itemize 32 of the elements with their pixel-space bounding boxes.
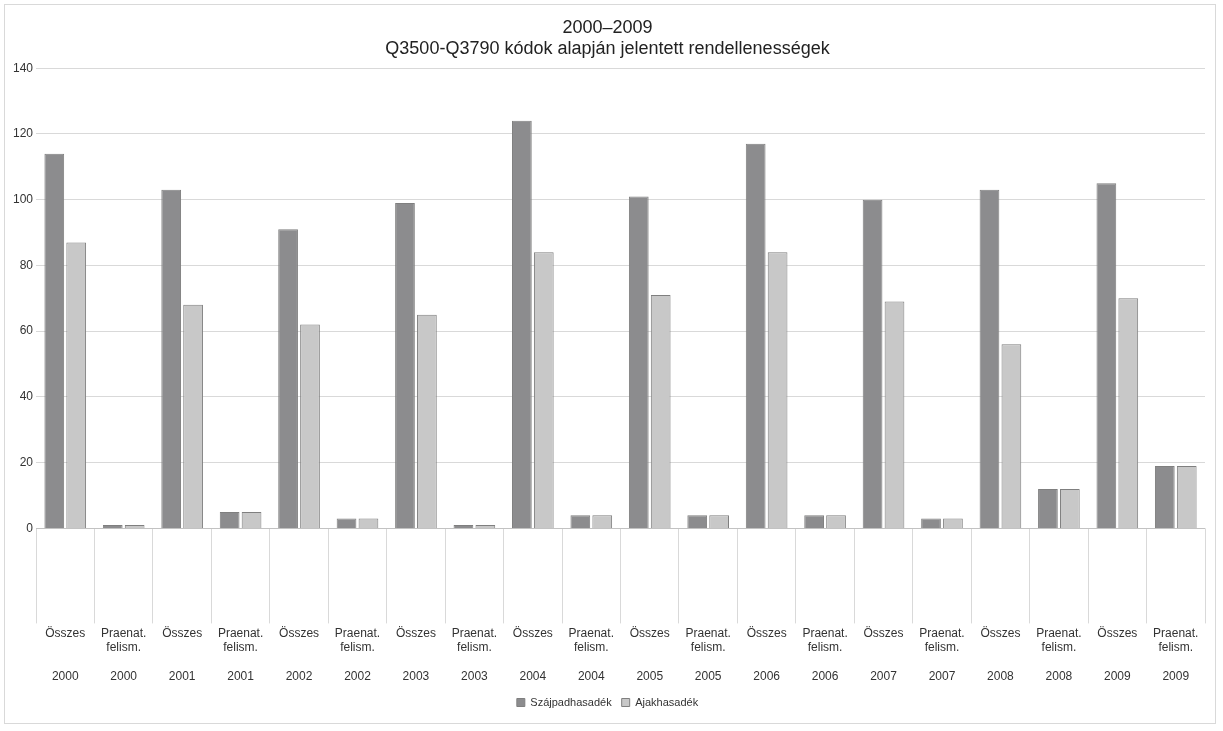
y-tick-label: 20 (19, 454, 34, 469)
category-label: Összes 2003 (395, 625, 436, 684)
category-label: Összes 2007 (863, 625, 904, 684)
category-label: Praenat. felism. 2007 (919, 625, 965, 684)
legend-label: Szájpadhasadék (530, 695, 613, 708)
category-label: Praenat. felism. 2000 (101, 625, 147, 684)
y-tick-label: 100 (12, 192, 34, 206)
category-label: Összes 2000 (45, 625, 86, 684)
category-label: Összes 2008 (980, 625, 1021, 684)
y-tick-label: 0 (26, 520, 34, 535)
category-label: Praenat. felism. 2002 (334, 625, 381, 684)
category-label: Praenat. felism. 2001 (217, 625, 264, 684)
chart-subtitle: Q3500-Q3790 kódok alapján jelentett rendellenességek (385, 38, 831, 59)
category-label: Összes 2005 (629, 625, 670, 684)
category-label: Praenat. felism. 2006 (802, 625, 848, 684)
chart-title: 2000–2009 (562, 16, 653, 37)
y-tick-label: 120 (12, 126, 34, 141)
legend-label: Ajakhasadék (635, 695, 699, 708)
category-label: Praenat. felism. 2005 (685, 625, 731, 684)
y-tick-label: 140 (12, 60, 34, 75)
category-label: Praenat. felism. 2008 (1036, 625, 1082, 684)
category-label: Összes 2009 (1097, 625, 1138, 684)
category-label: Praenat. felism. 2003 (451, 625, 498, 684)
category-label: Összes 2004 (512, 625, 553, 684)
category-label: Összes 2001 (162, 625, 203, 684)
category-label: Összes 2002 (279, 625, 320, 684)
y-tick-label: 80 (19, 257, 34, 272)
category-label: Összes 2006 (746, 625, 787, 684)
y-tick-label: 40 (19, 389, 34, 404)
y-tick-label: 60 (19, 323, 34, 338)
category-label: Praenat. felism. 2009 (1153, 625, 1199, 684)
category-label: Praenat. felism. 2004 (568, 625, 614, 684)
